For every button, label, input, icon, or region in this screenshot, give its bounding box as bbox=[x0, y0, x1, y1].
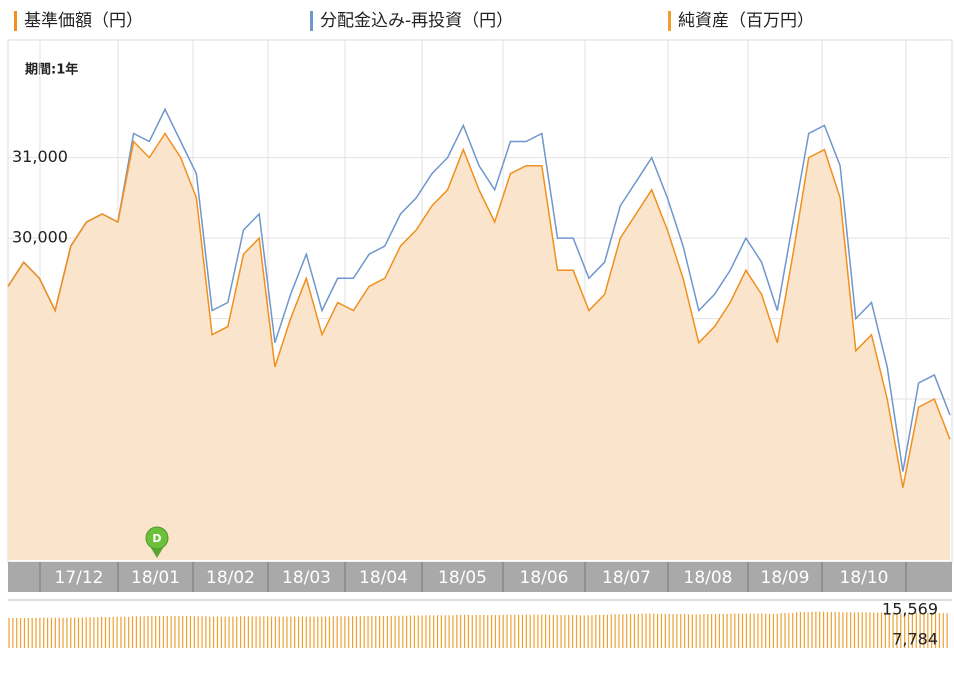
legend-label: 分配金込み-再投資（円） bbox=[320, 11, 513, 31]
period-label: 期間:1年 bbox=[25, 62, 78, 78]
x-tick-label: 18/08 bbox=[684, 568, 733, 588]
x-tick-label: 18/07 bbox=[602, 568, 651, 588]
line bbox=[7, 107, 951, 472]
y2-tick-label: 7,784 bbox=[892, 630, 938, 649]
x-tick-label: 18/09 bbox=[761, 568, 810, 588]
legend-swatch bbox=[14, 11, 17, 31]
line bbox=[7, 132, 951, 488]
legend: 基準価額（円） 分配金込み-再投資（円） 純資産（百万円） bbox=[14, 11, 814, 31]
x-tick-label: 18/04 bbox=[359, 568, 408, 588]
area bbox=[8, 133, 950, 560]
y2-tick-label: 15,569 bbox=[882, 600, 938, 619]
y-tick-label: 30,000 bbox=[12, 228, 68, 247]
x-tick-label: 18/02 bbox=[206, 568, 255, 588]
x-tick-label: 18/03 bbox=[282, 568, 331, 588]
x-tick-label: 18/05 bbox=[438, 568, 487, 588]
dividend-marker bbox=[145, 526, 169, 550]
legend-swatch bbox=[668, 11, 671, 31]
x-tick-label: 18/10 bbox=[840, 568, 889, 588]
legend-label: 純資産（百万円） bbox=[678, 11, 814, 31]
x-tick-label: 17/12 bbox=[55, 568, 104, 588]
dividend-label: D bbox=[152, 532, 161, 545]
dividend-pin bbox=[151, 548, 163, 558]
legend-swatch bbox=[310, 11, 313, 31]
x-tick-label: 18/06 bbox=[520, 568, 569, 588]
x-tick-label: 18/01 bbox=[131, 568, 180, 588]
month-bar bbox=[8, 562, 952, 592]
y-tick-label: 31,000 bbox=[12, 147, 68, 166]
legend-label: 基準価額（円） bbox=[24, 11, 143, 31]
